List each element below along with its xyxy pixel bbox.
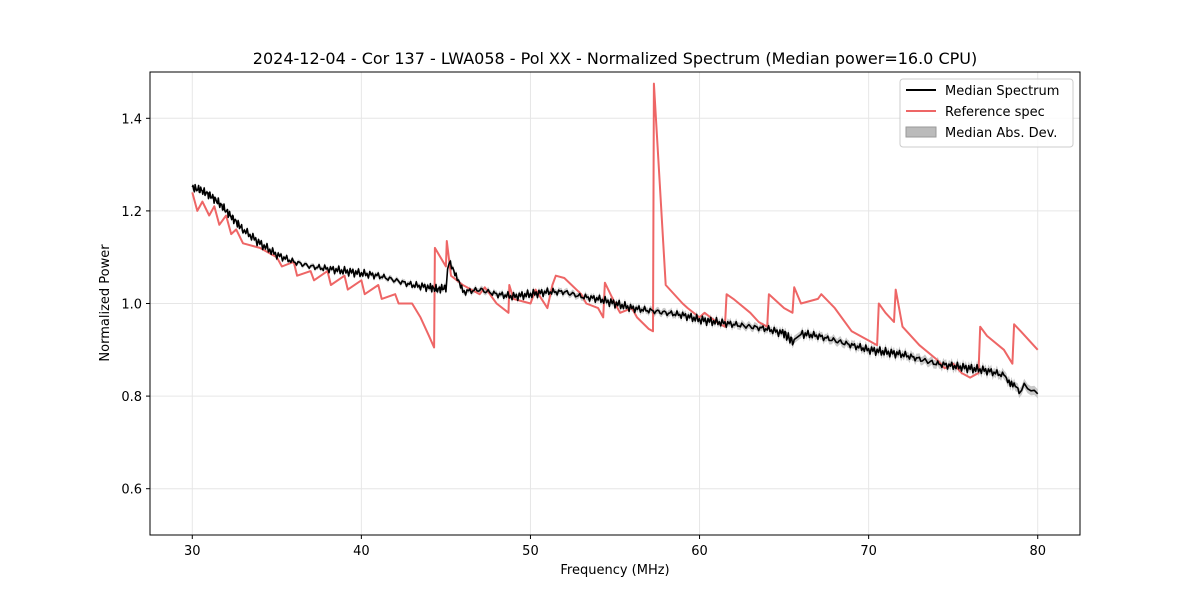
y-tick-label: 1.2	[121, 205, 142, 220]
series-lines	[191, 82, 1039, 395]
x-axis-ticks: 30 40 50 60 70 80	[184, 535, 1046, 559]
y-axis-ticks: 0.6 0.8 1.0 1.2 1.4	[121, 112, 150, 498]
chart-title: 2024-12-04 - Cor 137 - LWA058 - Pol XX -…	[253, 49, 977, 68]
x-tick-label: 40	[353, 544, 370, 559]
x-axis-label: Frequency (MHz)	[560, 563, 669, 578]
median-spectrum-line	[191, 183, 1039, 395]
x-tick-label: 80	[1029, 544, 1046, 559]
legend: Median Spectrum Reference spec Median Ab…	[899, 78, 1074, 148]
y-tick-label: 1.4	[121, 112, 142, 127]
reference-spectrum-line	[191, 82, 1039, 379]
x-tick-label: 50	[522, 544, 539, 559]
legend-median-label: Median Spectrum	[945, 84, 1059, 99]
y-tick-label: 1.0	[121, 298, 142, 313]
legend-mad-label: Median Abs. Dev.	[945, 126, 1057, 141]
y-tick-label: 0.6	[121, 483, 142, 498]
x-tick-label: 70	[860, 544, 877, 559]
y-axis-label: Normalized Power	[98, 244, 113, 362]
x-tick-label: 30	[184, 544, 201, 559]
x-tick-label: 60	[691, 544, 708, 559]
legend-mad-swatch	[905, 126, 937, 138]
y-tick-label: 0.8	[121, 390, 142, 405]
legend-box	[899, 78, 1074, 148]
legend-reference-label: Reference spec	[945, 105, 1045, 120]
